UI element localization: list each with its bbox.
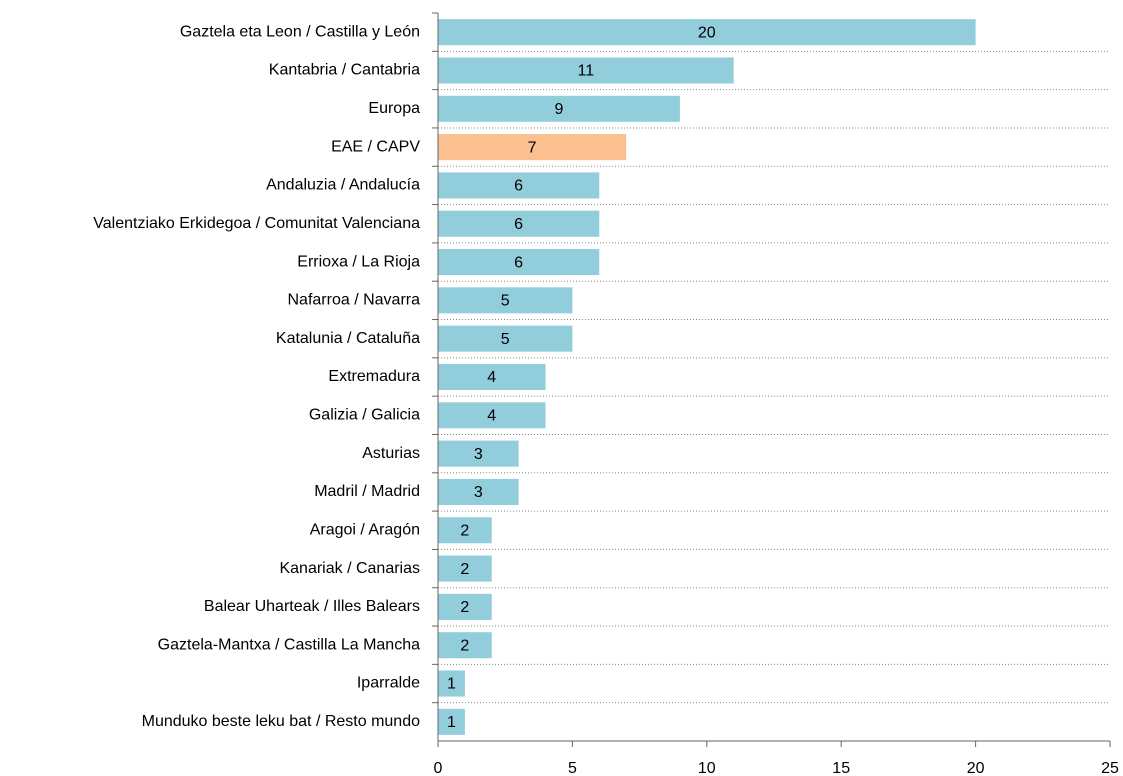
y-tick-label: Errioxa / La Rioja bbox=[297, 253, 420, 270]
bar bbox=[438, 593, 492, 620]
bar bbox=[438, 134, 627, 161]
bar bbox=[438, 708, 465, 735]
bar bbox=[438, 57, 734, 84]
y-tick-label: Kantabria / Cantabria bbox=[269, 62, 420, 79]
y-tick-label: Iparralde bbox=[357, 675, 420, 692]
data-label: 2 bbox=[460, 522, 469, 539]
x-tick-label: 0 bbox=[434, 760, 443, 776]
data-label: 6 bbox=[514, 216, 523, 233]
data-label: 3 bbox=[474, 446, 483, 463]
data-label: 4 bbox=[487, 408, 496, 425]
y-tick-label: Extremadura bbox=[328, 368, 420, 385]
bar bbox=[438, 555, 492, 582]
bar bbox=[438, 632, 492, 659]
y-tick-label: EAE / CAPV bbox=[331, 138, 420, 155]
data-label: 7 bbox=[528, 139, 537, 156]
data-label: 5 bbox=[501, 293, 510, 310]
y-tick-label: Valentziako Erkidegoa / Comunitat Valenc… bbox=[93, 215, 420, 232]
y-tick-label: Munduko beste leku bat / Resto mundo bbox=[142, 713, 420, 730]
data-label: 6 bbox=[514, 178, 523, 195]
data-label: 9 bbox=[555, 101, 564, 118]
data-label: 2 bbox=[460, 637, 469, 654]
data-label: 2 bbox=[460, 599, 469, 616]
data-label: 4 bbox=[487, 369, 496, 386]
y-tick-label: Gaztela eta Leon / Castilla y León bbox=[180, 23, 420, 40]
bar bbox=[438, 249, 600, 276]
y-tick-label: Madril / Madrid bbox=[314, 483, 420, 500]
x-tick-label: 10 bbox=[698, 760, 716, 776]
y-tick-label: Katalunia / Cataluña bbox=[276, 330, 420, 347]
data-label: 3 bbox=[474, 484, 483, 501]
bar bbox=[438, 172, 600, 199]
x-tick-label: 5 bbox=[568, 760, 577, 776]
y-tick-label: Galizia / Galicia bbox=[309, 407, 420, 424]
bar bbox=[438, 478, 519, 505]
bar bbox=[438, 287, 573, 314]
bar bbox=[438, 95, 680, 122]
y-tick-label: Aragoi / Aragón bbox=[310, 521, 420, 538]
data-label: 11 bbox=[578, 63, 595, 80]
y-tick-label: Europa bbox=[368, 100, 420, 117]
x-tick-label: 25 bbox=[1101, 760, 1119, 776]
bar bbox=[438, 210, 600, 237]
bar bbox=[438, 363, 546, 391]
data-label: 2 bbox=[460, 561, 469, 578]
y-tick-label: Andaluzia / Andalucía bbox=[266, 177, 420, 194]
x-tick-label: 15 bbox=[832, 760, 850, 776]
bar bbox=[438, 325, 573, 352]
y-tick-label: Gaztela-Mantxa / Castilla La Mancha bbox=[158, 636, 420, 653]
data-label: 5 bbox=[501, 331, 510, 348]
y-tick-label: Nafarroa / Navarra bbox=[288, 292, 421, 309]
bar bbox=[438, 517, 492, 544]
data-label: 1 bbox=[447, 676, 456, 693]
bar bbox=[438, 440, 519, 467]
y-tick-label: Asturias bbox=[362, 445, 420, 462]
bar bbox=[438, 19, 976, 46]
y-tick-label: Kanariak / Canarias bbox=[279, 560, 420, 577]
y-tick-label: Balear Uharteak / Illes Balears bbox=[204, 598, 420, 615]
data-label: 1 bbox=[447, 714, 456, 731]
bar bbox=[438, 402, 546, 429]
data-label: 20 bbox=[698, 24, 716, 41]
x-tick-label: 20 bbox=[967, 760, 985, 776]
bar bbox=[438, 670, 465, 697]
data-label: 6 bbox=[514, 254, 523, 271]
